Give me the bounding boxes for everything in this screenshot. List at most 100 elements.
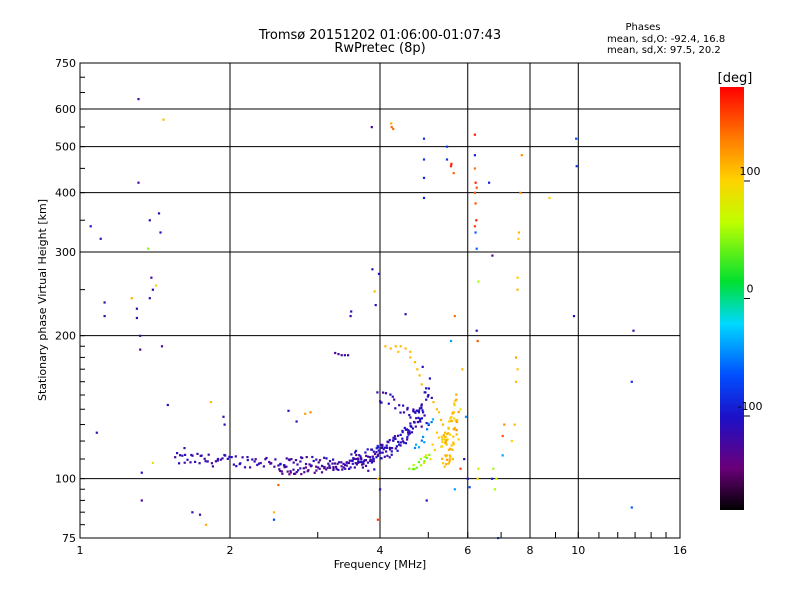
echo-point: [392, 127, 395, 131]
echo-point: [423, 391, 426, 394]
echo-point: [219, 458, 222, 461]
echo-point: [473, 167, 476, 170]
echo-point: [388, 448, 392, 451]
echo-point: [162, 118, 165, 121]
echo-point: [397, 440, 400, 443]
echo-point: [328, 464, 331, 467]
echo-point: [394, 437, 397, 440]
echo-point: [372, 457, 375, 460]
echo-point: [392, 436, 395, 439]
echo-point: [335, 467, 338, 471]
echo-point: [630, 380, 633, 383]
phase-stats-o-mode: mean, sd,O: -92.4, 16.8: [607, 34, 725, 45]
echo-point: [366, 461, 370, 464]
echo-point: [289, 470, 292, 473]
echo-point: [383, 446, 387, 449]
echo-point: [350, 453, 353, 456]
echo-point: [425, 398, 428, 401]
echo-point: [189, 461, 192, 464]
echo-point: [572, 315, 576, 318]
echo-point: [311, 455, 314, 459]
echo-point: [455, 420, 458, 423]
echo-point: [370, 126, 373, 129]
echo-point: [449, 447, 452, 450]
echo-point: [385, 450, 388, 453]
y-tick-label: 300: [55, 246, 76, 259]
echo-point: [210, 462, 213, 465]
echo-point: [183, 461, 186, 464]
echo-point: [351, 459, 354, 462]
echo-point: [394, 407, 397, 410]
echo-point: [361, 463, 364, 466]
echo-point: [137, 181, 140, 184]
echo-point: [461, 368, 464, 371]
echo-point: [416, 368, 419, 371]
echo-point: [408, 432, 411, 435]
echo-point: [340, 461, 343, 464]
echo-point: [382, 448, 385, 451]
echo-point: [313, 471, 316, 474]
echo-point: [449, 165, 453, 168]
echo-point: [318, 459, 322, 462]
echo-point: [398, 443, 401, 446]
echo-point: [348, 467, 351, 470]
echo-point: [355, 457, 358, 461]
echo-point: [325, 468, 328, 471]
y-tick-label: 75: [62, 532, 76, 545]
echo-point: [285, 457, 288, 460]
echo-point: [178, 462, 181, 465]
echo-point: [421, 365, 424, 368]
echo-point: [408, 414, 411, 417]
echo-point: [332, 467, 335, 470]
echo-point: [427, 422, 430, 425]
echo-point: [431, 418, 435, 421]
echo-point: [353, 466, 356, 469]
echo-point: [95, 431, 98, 434]
echo-point: [332, 468, 335, 471]
echo-point: [402, 411, 406, 414]
echo-point: [354, 449, 358, 452]
echo-point: [493, 488, 496, 491]
echo-point: [377, 446, 380, 449]
echo-point: [332, 466, 335, 469]
echo-point: [445, 463, 448, 466]
echo-point: [401, 431, 404, 434]
echo-point: [338, 461, 341, 464]
echo-point: [443, 431, 447, 434]
echo-point: [364, 451, 367, 454]
echo-point: [442, 434, 445, 437]
echo-point: [453, 315, 456, 318]
echo-point: [363, 459, 366, 462]
colorbar-label: [deg]: [718, 71, 753, 86]
echo-point: [196, 452, 199, 455]
echo-point: [413, 361, 417, 364]
echo-point: [362, 462, 365, 465]
echo-point: [323, 467, 326, 470]
echo-point: [369, 458, 372, 461]
echo-point: [435, 431, 438, 434]
echo-point: [390, 453, 393, 456]
echo-point: [288, 459, 291, 462]
echo-point: [211, 465, 214, 468]
echo-point: [450, 162, 453, 165]
echo-point: [422, 461, 426, 464]
echo-point: [515, 380, 518, 383]
echo-point: [399, 345, 402, 348]
echo-point: [397, 350, 400, 353]
echo-point: [283, 466, 286, 469]
echo-point: [466, 477, 469, 480]
echo-point: [416, 421, 419, 424]
echo-point: [519, 191, 522, 194]
echo-point: [234, 455, 237, 458]
echo-point: [408, 467, 411, 470]
echo-point: [632, 329, 635, 332]
echo-point: [417, 461, 420, 464]
echo-point: [157, 212, 161, 215]
echo-point: [232, 463, 235, 466]
echo-point: [379, 400, 382, 403]
echo-point: [318, 467, 321, 470]
echo-point: [404, 347, 407, 350]
echo-point: [426, 395, 429, 398]
echo-point: [151, 288, 154, 291]
